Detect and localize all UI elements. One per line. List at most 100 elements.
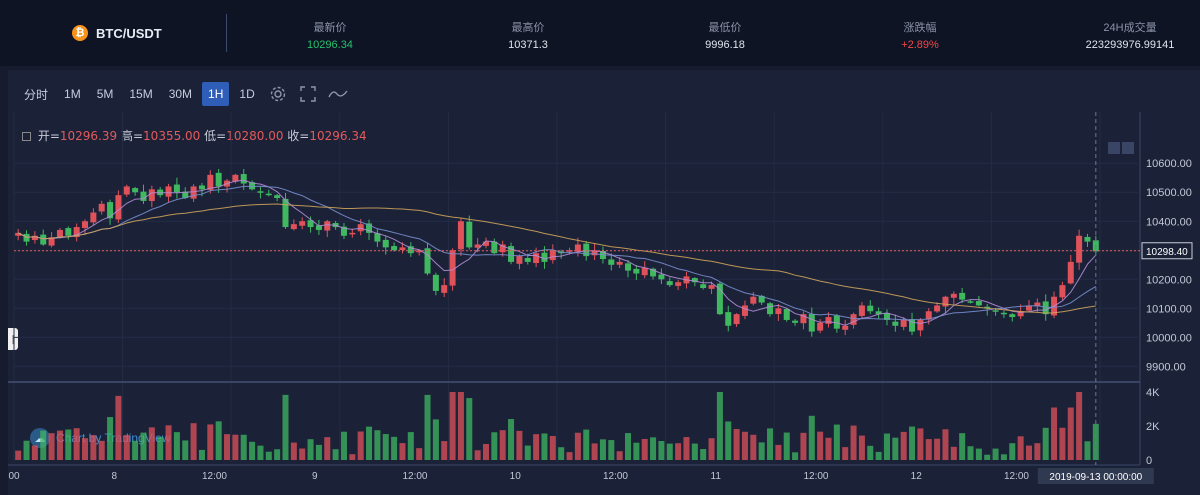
stat-label: 24H成交量 [1103, 22, 1157, 34]
volume-bar [173, 432, 180, 460]
volume-bar [975, 448, 982, 460]
candle-body [850, 314, 857, 325]
volume-bar [332, 449, 339, 460]
stat-label: 最高价 [511, 22, 545, 34]
volume-bar [474, 450, 481, 460]
trading-pair[interactable]: ₿ BTC/USDT [72, 0, 162, 66]
candle-body [783, 308, 790, 320]
candle-body [307, 220, 314, 228]
volume-bar [366, 426, 373, 460]
candle-body [1076, 235, 1083, 263]
interval-button-1M[interactable]: 1M [64, 87, 81, 101]
candle-body [232, 174, 239, 182]
chart-toolbar: 分时 1M 5M 15M 30M 1H 1D [8, 80, 355, 108]
candle-body [817, 322, 824, 331]
candle-body [132, 188, 139, 193]
candle-body [315, 225, 322, 230]
candle-body [867, 305, 874, 312]
fullscreen-icon[interactable] [295, 82, 321, 106]
volume-bar [48, 433, 55, 460]
interval-button-30M[interactable]: 30M [168, 87, 193, 101]
volume-bar [399, 443, 406, 460]
volume-bar [432, 419, 439, 460]
stat-label: 最新价 [313, 22, 347, 34]
candle-body [282, 198, 289, 228]
stat-4: 24H成交量 223293976.99141 [1070, 19, 1190, 51]
candle-body [240, 174, 247, 184]
candle-body [992, 310, 999, 312]
candle-body [650, 268, 657, 277]
volume-bar [1025, 445, 1032, 460]
scale-down-button[interactable] [1108, 142, 1120, 154]
price-tick-label: 10100.00 [1146, 303, 1192, 315]
volume-bar [165, 425, 172, 460]
volume-bar [1042, 427, 1049, 460]
time-tick-label: 12 [911, 471, 923, 482]
crosshair-time-label: 2019-09-13 00:00:00 [1049, 472, 1142, 483]
candle-body [1084, 236, 1091, 242]
candle-body [925, 311, 932, 320]
open-value: 10296.39 [59, 129, 118, 143]
volume-bar [1051, 407, 1058, 460]
candle-body [1025, 305, 1032, 311]
interval-button-15M[interactable]: 15M [129, 87, 153, 101]
low-value: 10280.00 [226, 129, 284, 143]
candle-body [140, 191, 147, 201]
volume-bar [808, 415, 815, 460]
legend-toggle-icon[interactable] [22, 132, 31, 141]
volume-bar [984, 454, 991, 460]
volume-bar [416, 448, 423, 460]
candle-body [257, 191, 264, 193]
interval-button-1H[interactable]: 1H [202, 82, 230, 106]
price-tick-label: 10500.00 [1146, 187, 1192, 199]
candle-body [82, 221, 89, 228]
candle-body [491, 241, 498, 254]
volume-bar [499, 430, 506, 460]
candle-body [625, 263, 632, 271]
indicator-icon[interactable] [325, 82, 351, 106]
volume-bar [1000, 454, 1007, 460]
interval-button-1D[interactable]: 1D [239, 87, 255, 101]
chart-panel[interactable]: 分时 1M 5M 15M 30M 1H 1D 开=10296.39 高=10355.00 低… [8, 70, 1200, 495]
candle-body [533, 253, 540, 263]
candle-body [432, 274, 439, 291]
interval-button-5M[interactable]: 5M [96, 87, 114, 101]
time-tick-label: 12:00 [603, 471, 628, 482]
settings-icon[interactable] [265, 82, 291, 106]
interval-button-分时[interactable]: 分时 [24, 87, 49, 102]
volume-bar [817, 431, 824, 460]
drawing-panel-toggle[interactable]: ❘ [8, 328, 18, 350]
volume-bar [516, 430, 523, 460]
candle-body [549, 250, 556, 261]
candle-body [1034, 302, 1041, 307]
candle-body [825, 317, 832, 324]
candle-body [700, 284, 707, 289]
open-label: 开= [37, 129, 60, 143]
candle-body [909, 319, 916, 332]
volume-bar [1067, 407, 1074, 460]
volume-bar [783, 432, 790, 460]
candle-body [633, 268, 640, 274]
candle-body [98, 203, 105, 212]
volume-bar [65, 429, 72, 460]
volume-bar [441, 441, 448, 460]
volume-bar [825, 437, 832, 460]
volume-bar [1034, 443, 1041, 460]
volume-bar [959, 433, 966, 460]
candle-body [658, 274, 665, 280]
volume-bar [566, 452, 573, 460]
volume-bar [40, 430, 47, 460]
volume-bar [925, 439, 932, 460]
volume-bar [917, 428, 924, 460]
scale-up-button[interactable] [1122, 142, 1134, 154]
volume-bar [541, 433, 548, 460]
volume-bar [391, 436, 398, 460]
candle-body [1042, 301, 1049, 315]
candle-body [441, 285, 448, 293]
volume-bar [549, 435, 556, 460]
volume-bar [875, 451, 882, 460]
moving-average-line [17, 203, 1096, 314]
volume-bar [850, 425, 857, 460]
candle-body [399, 247, 406, 251]
